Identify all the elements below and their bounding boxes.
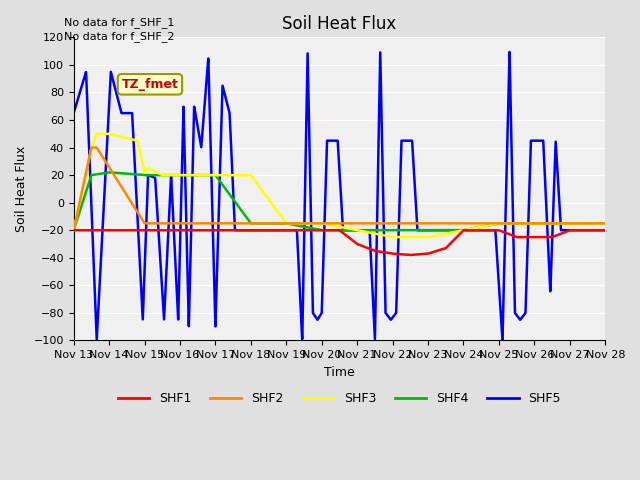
Text: No data for f_SHF_1: No data for f_SHF_1	[64, 17, 174, 28]
X-axis label: Time: Time	[324, 366, 355, 379]
Text: No data for f_SHF_2: No data for f_SHF_2	[64, 31, 175, 42]
Y-axis label: Soil Heat Flux: Soil Heat Flux	[15, 146, 28, 232]
Legend: SHF1, SHF2, SHF3, SHF4, SHF5: SHF1, SHF2, SHF3, SHF4, SHF5	[113, 387, 566, 410]
Text: TZ_fmet: TZ_fmet	[122, 78, 179, 91]
Title: Soil Heat Flux: Soil Heat Flux	[282, 15, 397, 33]
